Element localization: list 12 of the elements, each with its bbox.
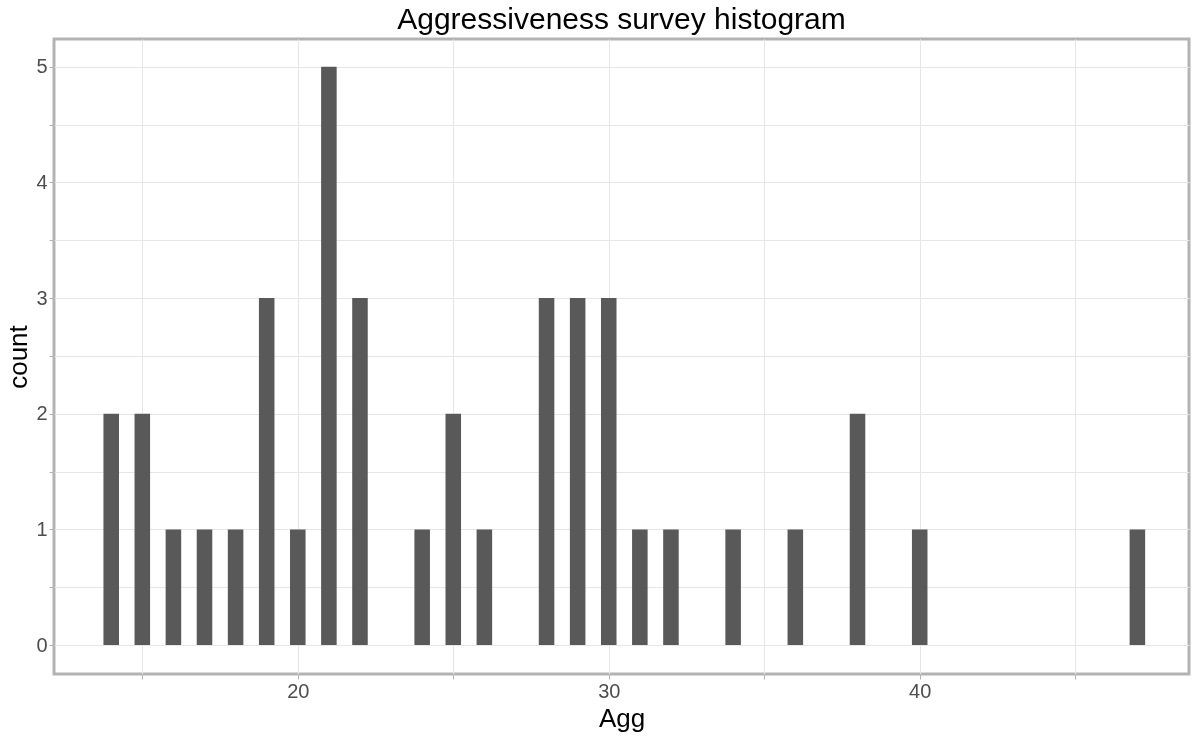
y-tick-label: 0	[36, 633, 48, 656]
x-tick-label: 30	[598, 679, 621, 702]
y-tick-label: 4	[36, 170, 48, 193]
y-tick-label: 3	[36, 286, 48, 309]
x-axis-title: Agg	[598, 702, 646, 733]
chart-title: Aggressiveness survey histogram	[397, 2, 846, 35]
y-axis-title: count	[3, 324, 34, 389]
y-tick-label: 1	[36, 517, 48, 540]
y-tick-label: 5	[36, 55, 48, 78]
x-tick-label: 40	[909, 679, 932, 702]
x-tick-label: 20	[287, 679, 310, 702]
y-tick-label: 2	[36, 402, 48, 425]
